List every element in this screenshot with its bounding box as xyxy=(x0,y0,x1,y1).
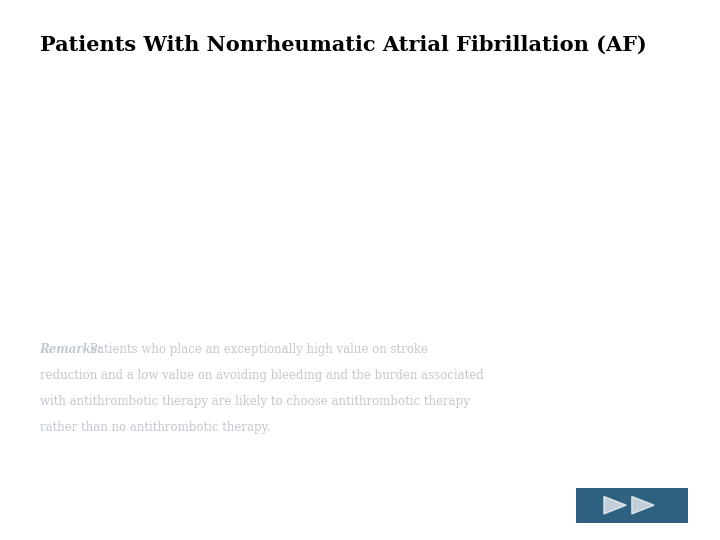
Text: reduction and a low value on avoiding bleeding and the burden associated: reduction and a low value on avoiding bl… xyxy=(40,369,483,382)
Polygon shape xyxy=(604,496,626,514)
Text: rather than no antithrombotic therapy.: rather than no antithrombotic therapy. xyxy=(40,421,270,434)
Text: Patients who place an exceptionally high value on stroke: Patients who place an exceptionally high… xyxy=(86,343,428,356)
Text: with antithrombotic therapy are likely to choose antithrombotic therapy: with antithrombotic therapy are likely t… xyxy=(40,395,469,408)
Text: Patients With Nonrheumatic Atrial Fibrillation (AF): Patients With Nonrheumatic Atrial Fibril… xyxy=(40,35,647,55)
Text: Remarks:: Remarks: xyxy=(40,343,102,356)
Polygon shape xyxy=(632,496,654,514)
FancyBboxPatch shape xyxy=(576,488,688,523)
